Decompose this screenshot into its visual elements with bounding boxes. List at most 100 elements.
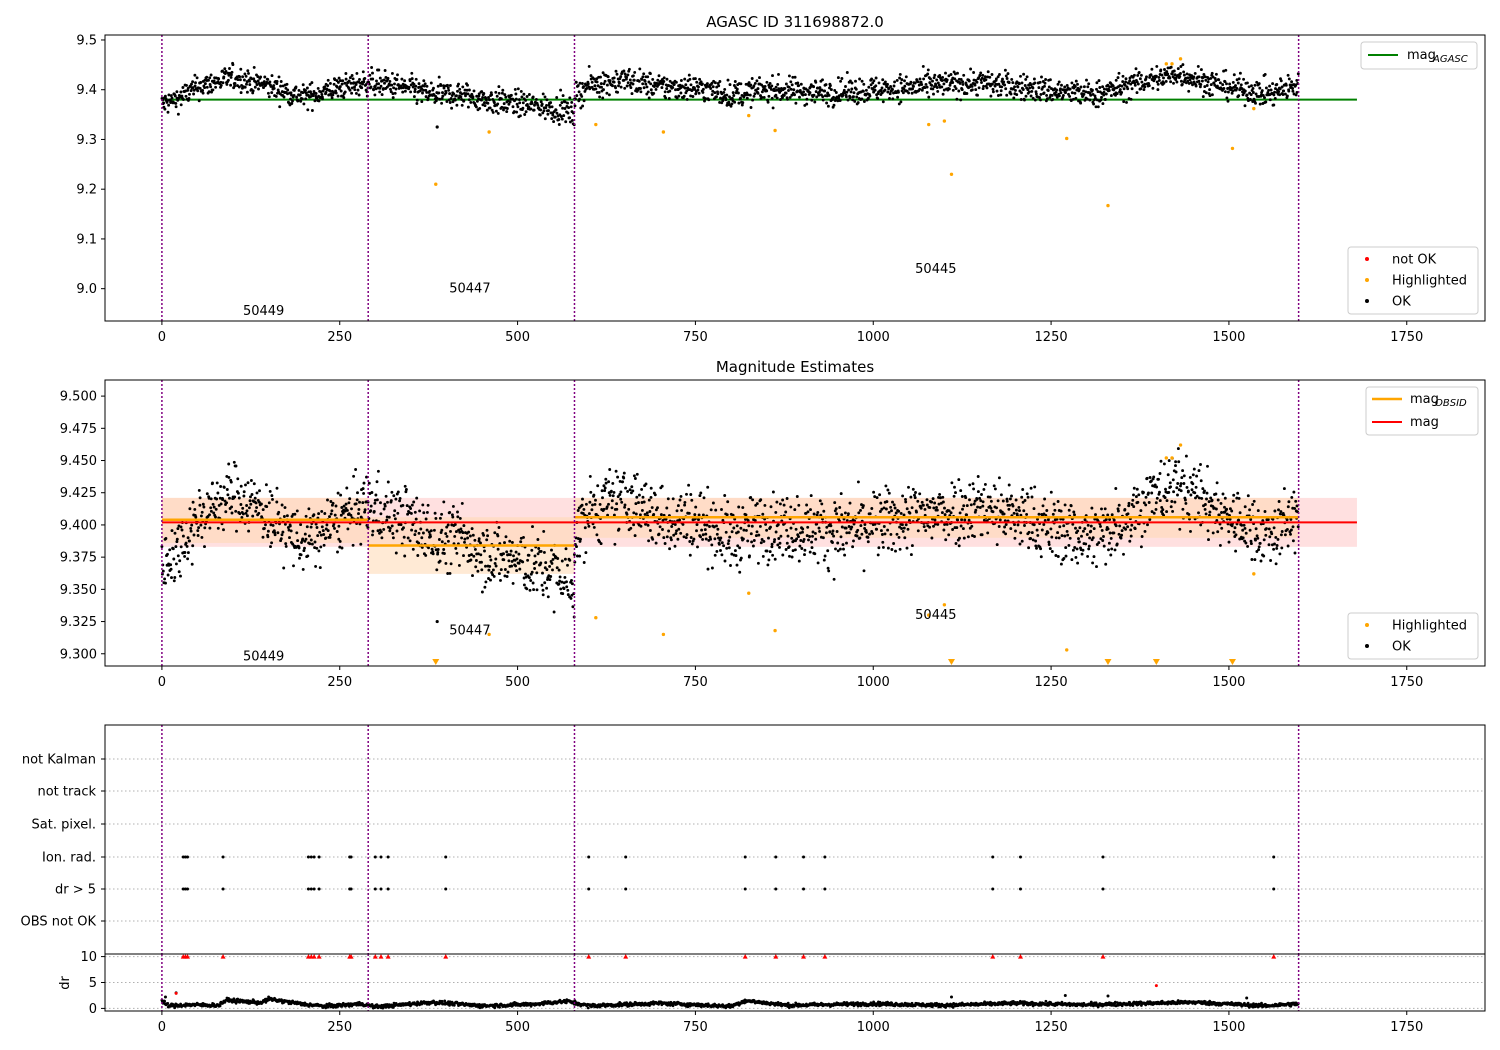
ok-point bbox=[769, 505, 773, 509]
ok-point bbox=[1179, 79, 1183, 83]
ok-point bbox=[981, 500, 985, 504]
ok-point bbox=[1176, 482, 1180, 485]
legend-marker bbox=[1365, 623, 1369, 627]
ok-point bbox=[909, 553, 913, 557]
ok-point bbox=[594, 87, 598, 91]
ok-point bbox=[848, 501, 852, 505]
ok-point bbox=[492, 574, 496, 578]
ok-point bbox=[1056, 531, 1060, 535]
ok-point bbox=[517, 552, 521, 556]
ok-point bbox=[782, 93, 786, 97]
ok-point bbox=[701, 537, 705, 541]
ok-point bbox=[1232, 73, 1236, 77]
ok-point bbox=[254, 501, 258, 505]
ok-point bbox=[1043, 497, 1047, 501]
ok-point bbox=[513, 87, 517, 91]
ok-point bbox=[345, 486, 349, 490]
ok-point bbox=[973, 535, 976, 538]
ok-point bbox=[949, 73, 953, 76]
ok-point bbox=[185, 83, 188, 87]
ok-point bbox=[831, 529, 835, 533]
ok-point bbox=[859, 524, 863, 528]
ok-point bbox=[929, 77, 932, 81]
ok-point bbox=[570, 118, 574, 122]
ok-point bbox=[209, 497, 213, 501]
ok-point bbox=[1132, 486, 1136, 490]
ion-rad-flag-point bbox=[309, 855, 313, 859]
ok-point bbox=[991, 87, 995, 91]
ok-point bbox=[1124, 77, 1128, 81]
ok-point bbox=[442, 548, 446, 551]
ok-point bbox=[630, 485, 634, 489]
ok-point bbox=[161, 569, 165, 573]
ok-point bbox=[1145, 476, 1149, 480]
ok-point bbox=[1066, 533, 1070, 537]
ok-point bbox=[1181, 63, 1185, 67]
ok-point bbox=[1207, 500, 1211, 504]
ok-point bbox=[321, 529, 325, 533]
ok-point bbox=[208, 526, 212, 530]
dr-gt5-flag-point bbox=[317, 887, 321, 891]
ok-point bbox=[1290, 80, 1294, 84]
ok-point bbox=[222, 528, 225, 532]
ok-point bbox=[361, 501, 365, 505]
ok-point bbox=[781, 96, 784, 100]
ok-point bbox=[637, 501, 640, 505]
ok-point bbox=[198, 496, 202, 500]
ok-point bbox=[1100, 95, 1103, 99]
ok-point bbox=[435, 619, 439, 624]
ok-point bbox=[798, 95, 801, 99]
ok-point bbox=[912, 84, 915, 88]
ok-point bbox=[735, 87, 739, 91]
ok-point bbox=[603, 79, 607, 83]
ok-point bbox=[897, 90, 900, 94]
ok-point bbox=[519, 536, 523, 540]
ok-point bbox=[837, 96, 841, 100]
ok-point bbox=[947, 74, 951, 78]
ok-point bbox=[328, 515, 331, 519]
ok-point bbox=[328, 89, 332, 93]
ok-point bbox=[428, 89, 432, 93]
ok-point bbox=[423, 82, 427, 86]
ok-point bbox=[1063, 503, 1067, 507]
ok-point bbox=[456, 510, 459, 514]
ok-point bbox=[224, 510, 228, 514]
ok-point bbox=[864, 88, 868, 92]
ok-point bbox=[441, 91, 444, 95]
ok-point bbox=[711, 501, 715, 505]
ok-point bbox=[316, 534, 320, 538]
ok-point bbox=[270, 541, 274, 545]
ok-point bbox=[971, 482, 975, 486]
ok-point bbox=[252, 65, 256, 69]
ok-point bbox=[314, 564, 318, 568]
obsid-label: 50445 bbox=[915, 608, 956, 623]
ok-point bbox=[286, 88, 290, 92]
ok-point bbox=[1020, 81, 1024, 85]
ok-point bbox=[259, 75, 263, 79]
ok-point bbox=[339, 513, 343, 517]
ok-point bbox=[1114, 487, 1118, 490]
ok-point bbox=[427, 546, 430, 550]
ok-point bbox=[246, 481, 250, 485]
ok-point bbox=[836, 76, 840, 80]
ok-point bbox=[412, 500, 416, 504]
ok-point bbox=[1277, 508, 1280, 512]
ok-point bbox=[1068, 94, 1072, 98]
ok-point bbox=[927, 95, 931, 99]
ok-point bbox=[1255, 534, 1259, 538]
ok-point bbox=[826, 549, 830, 553]
ok-point bbox=[1208, 88, 1212, 92]
ok-point bbox=[399, 523, 403, 527]
ok-point bbox=[252, 482, 256, 486]
ok-point bbox=[236, 477, 240, 481]
ok-point bbox=[1243, 89, 1247, 93]
ok-point bbox=[852, 95, 855, 99]
ok-point bbox=[791, 549, 795, 553]
ok-point bbox=[1262, 554, 1266, 558]
ok-point bbox=[357, 512, 360, 516]
ok-point bbox=[289, 97, 292, 101]
plot-frame bbox=[104, 724, 1486, 954]
ok-point bbox=[272, 84, 276, 88]
ok-point bbox=[958, 536, 961, 540]
ok-point bbox=[541, 588, 545, 592]
